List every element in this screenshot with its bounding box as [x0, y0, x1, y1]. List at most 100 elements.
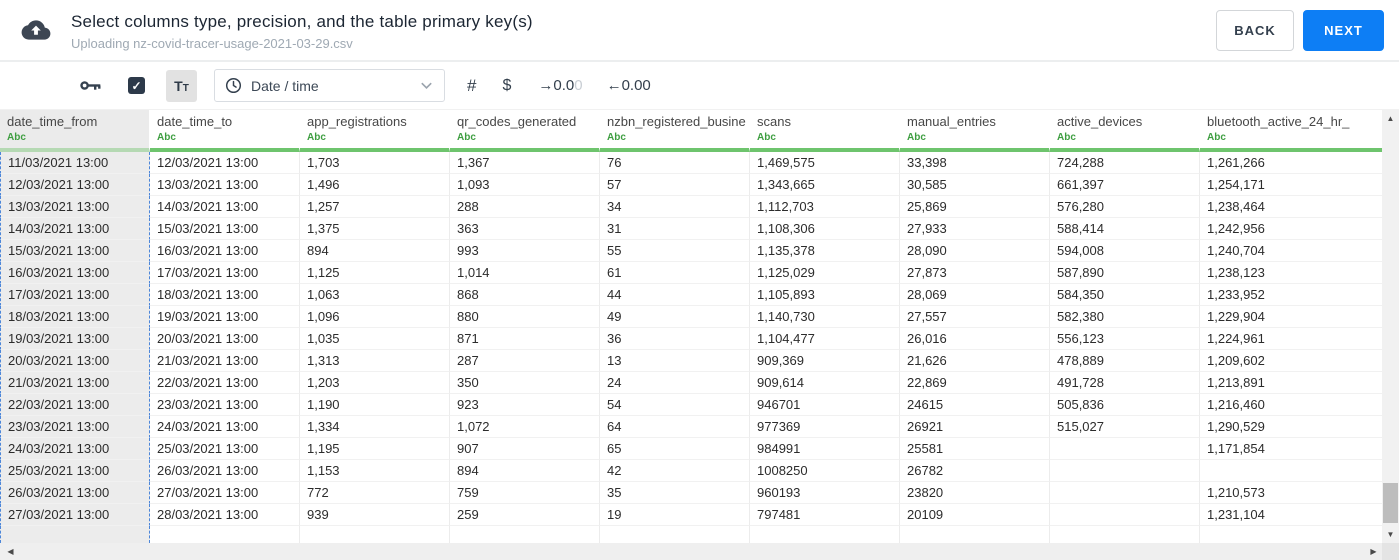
- table-cell[interactable]: 25,869: [900, 196, 1050, 218]
- table-cell[interactable]: 1,104,477: [750, 328, 900, 350]
- table-cell[interactable]: 1,367: [450, 152, 600, 174]
- table-cell[interactable]: 55: [600, 240, 750, 262]
- table-cell[interactable]: 259: [450, 504, 600, 526]
- scroll-up-arrow[interactable]: ▲: [1386, 114, 1395, 123]
- column-header-date_time_to[interactable]: date_time_to Abc: [150, 110, 300, 152]
- table-cell[interactable]: 1,334: [300, 416, 450, 438]
- table-cell[interactable]: 661,397: [1050, 174, 1200, 196]
- table-cell[interactable]: 1,105,893: [750, 284, 900, 306]
- table-cell[interactable]: 724,288: [1050, 152, 1200, 174]
- back-button[interactable]: BACK: [1216, 9, 1294, 51]
- table-cell[interactable]: 1,343,665: [750, 174, 900, 196]
- table-cell[interactable]: 505,836: [1050, 394, 1200, 416]
- table-cell[interactable]: 1,125: [300, 262, 450, 284]
- table-cell[interactable]: 23820: [900, 482, 1050, 504]
- table-cell[interactable]: 880: [450, 306, 600, 328]
- table-cell[interactable]: 30,585: [900, 174, 1050, 196]
- table-cell[interactable]: 27,557: [900, 306, 1050, 328]
- next-button[interactable]: NEXT: [1303, 9, 1384, 51]
- table-cell[interactable]: 797481: [750, 504, 900, 526]
- table-cell[interactable]: 1,257: [300, 196, 450, 218]
- table-cell[interactable]: 1008250: [750, 460, 900, 482]
- table-cell[interactable]: 993: [450, 240, 600, 262]
- table-cell[interactable]: 21/03/2021 13:00: [150, 350, 300, 372]
- table-cell[interactable]: [1050, 482, 1200, 504]
- table-cell[interactable]: 22/03/2021 13:00: [0, 394, 150, 416]
- table-cell[interactable]: 61: [600, 262, 750, 284]
- include-column-checkbox[interactable]: ✓: [128, 77, 145, 94]
- table-cell[interactable]: 24/03/2021 13:00: [150, 416, 300, 438]
- table-cell[interactable]: 871: [450, 328, 600, 350]
- table-cell[interactable]: 868: [450, 284, 600, 306]
- table-cell[interactable]: [150, 526, 300, 543]
- table-cell[interactable]: 556,123: [1050, 328, 1200, 350]
- table-cell[interactable]: 44: [600, 284, 750, 306]
- table-cell[interactable]: 76: [600, 152, 750, 174]
- table-cell[interactable]: 350: [450, 372, 600, 394]
- number-type-button[interactable]: #: [467, 75, 477, 95]
- table-cell[interactable]: 26921: [900, 416, 1050, 438]
- column-type-select[interactable]: Date / time: [214, 69, 445, 102]
- table-cell[interactable]: 25/03/2021 13:00: [0, 460, 150, 482]
- table-cell[interactable]: 27,873: [900, 262, 1050, 284]
- table-cell[interactable]: 16/03/2021 13:00: [0, 262, 150, 284]
- table-cell[interactable]: 1,108,306: [750, 218, 900, 240]
- table-cell[interactable]: 12/03/2021 13:00: [150, 152, 300, 174]
- column-header-scans[interactable]: scans Abc: [750, 110, 900, 152]
- table-cell[interactable]: 582,380: [1050, 306, 1200, 328]
- table-cell[interactable]: 1,313: [300, 350, 450, 372]
- table-cell[interactable]: 1,469,575: [750, 152, 900, 174]
- table-cell[interactable]: 939: [300, 504, 450, 526]
- table-cell[interactable]: 478,889: [1050, 350, 1200, 372]
- table-cell[interactable]: 1,238,464: [1200, 196, 1382, 218]
- increase-decimal-button[interactable]: →0.00: [538, 77, 582, 94]
- column-header-app_registrations[interactable]: app_registrations Abc: [300, 110, 450, 152]
- table-cell[interactable]: 15/03/2021 13:00: [150, 218, 300, 240]
- table-cell[interactable]: 21/03/2021 13:00: [0, 372, 150, 394]
- table-cell[interactable]: 1,014: [450, 262, 600, 284]
- table-cell[interactable]: 35: [600, 482, 750, 504]
- table-cell[interactable]: 1,216,460: [1200, 394, 1382, 416]
- table-cell[interactable]: 1,254,171: [1200, 174, 1382, 196]
- table-cell[interactable]: 287: [450, 350, 600, 372]
- table-cell[interactable]: 1,233,952: [1200, 284, 1382, 306]
- table-cell[interactable]: 22,869: [900, 372, 1050, 394]
- column-header-active_devices[interactable]: active_devices Abc: [1050, 110, 1200, 152]
- scroll-right-arrow[interactable]: ▶: [1370, 547, 1377, 556]
- table-cell[interactable]: 1,096: [300, 306, 450, 328]
- table-cell[interactable]: 13/03/2021 13:00: [150, 174, 300, 196]
- table-cell[interactable]: 1,231,104: [1200, 504, 1382, 526]
- table-cell[interactable]: 36: [600, 328, 750, 350]
- table-cell[interactable]: 1,240,704: [1200, 240, 1382, 262]
- table-cell[interactable]: 946701: [750, 394, 900, 416]
- table-cell[interactable]: 1,093: [450, 174, 600, 196]
- table-cell[interactable]: 27,933: [900, 218, 1050, 240]
- table-cell[interactable]: 1,072: [450, 416, 600, 438]
- table-cell[interactable]: 1,035: [300, 328, 450, 350]
- table-cell[interactable]: [1050, 438, 1200, 460]
- table-cell[interactable]: 1,261,266: [1200, 152, 1382, 174]
- table-cell[interactable]: 31: [600, 218, 750, 240]
- scroll-down-arrow[interactable]: ▼: [1386, 530, 1395, 539]
- table-cell[interactable]: 13: [600, 350, 750, 372]
- table-cell[interactable]: 1,125,029: [750, 262, 900, 284]
- text-type-button[interactable]: Tt: [166, 69, 197, 102]
- table-cell[interactable]: 1,209,602: [1200, 350, 1382, 372]
- scroll-left-arrow[interactable]: ◀: [7, 547, 14, 556]
- table-cell[interactable]: [600, 526, 750, 543]
- table-cell[interactable]: 12/03/2021 13:00: [0, 174, 150, 196]
- table-cell[interactable]: [1050, 460, 1200, 482]
- table-cell[interactable]: 26782: [900, 460, 1050, 482]
- table-cell[interactable]: 49: [600, 306, 750, 328]
- table-cell[interactable]: 18/03/2021 13:00: [0, 306, 150, 328]
- table-cell[interactable]: 24/03/2021 13:00: [0, 438, 150, 460]
- table-cell[interactable]: [0, 526, 150, 543]
- table-cell[interactable]: [300, 526, 450, 543]
- table-cell[interactable]: 984991: [750, 438, 900, 460]
- table-cell[interactable]: 1,375: [300, 218, 450, 240]
- table-cell[interactable]: 20/03/2021 13:00: [0, 350, 150, 372]
- table-cell[interactable]: 584,350: [1050, 284, 1200, 306]
- table-cell[interactable]: 27/03/2021 13:00: [150, 482, 300, 504]
- table-cell[interactable]: 33,398: [900, 152, 1050, 174]
- horizontal-scrollbar[interactable]: ◀ ▶: [0, 543, 1382, 560]
